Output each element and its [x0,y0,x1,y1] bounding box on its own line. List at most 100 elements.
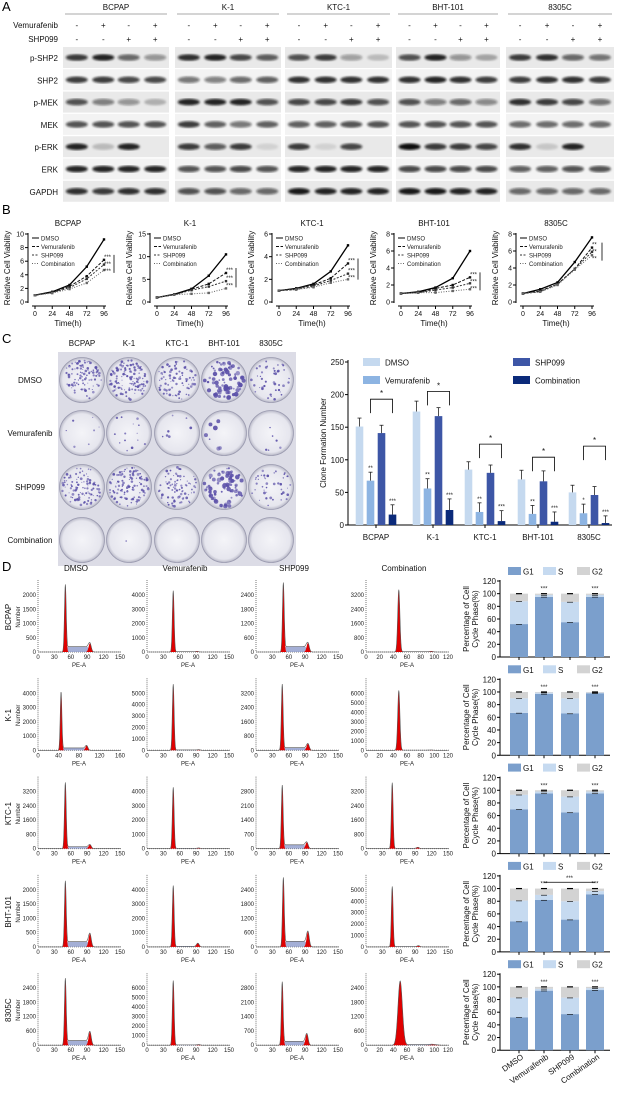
colony [216,482,220,485]
x-tick-label: KTC-1 [473,533,497,542]
colony [88,479,92,482]
colony [237,366,240,370]
western-blot-panel: BCPAP- + - +- - + +K-1- + - +- - + +KTC-1- + - +- - + +BHT… [13,3,614,202]
blot-strip [506,180,614,202]
colony [167,472,170,475]
legend-swatch [363,376,380,384]
g1-peak-area [147,980,229,1046]
colony [64,486,66,488]
significance-bracket [583,445,606,461]
colony [73,389,76,392]
x-tick-label: 0 [33,311,37,318]
colony [122,372,125,376]
y-tick-label: 1800 [23,1000,37,1006]
legend-label: DMSO [407,236,425,242]
colony [88,371,91,374]
x-tick-label: 150 [115,655,126,661]
colony [282,384,285,388]
colony [136,364,139,367]
y-tick-label: 0 [251,1043,255,1049]
colony [132,363,135,366]
panel-label-c: C [2,331,11,346]
legend-label: SHP099 [285,253,308,259]
x-tick-label: 60 [285,655,292,661]
treatment-sign: + [213,21,218,30]
x-axis-label: Time(h) [176,319,204,328]
protein-band [509,121,532,128]
x-tick-label: 100 [429,753,440,759]
colony [143,443,146,446]
colony [129,476,132,479]
colony [76,489,78,491]
colony [115,486,117,488]
colony [180,479,182,481]
colony [87,491,89,493]
x-tick-label: 48 [554,311,562,318]
protein-band [588,76,611,84]
g1-peak-area [38,782,120,849]
data-point [346,272,350,275]
protein-band [424,143,447,150]
colony [266,474,270,478]
bar-s [510,997,528,1018]
colony [176,482,178,485]
colony [90,378,93,381]
colony [225,483,230,488]
colony [173,364,176,367]
y-tick-label: 100 [483,688,497,697]
colony [85,492,88,495]
colony [88,496,91,499]
colony [286,493,290,497]
colony [274,389,277,392]
legend-label: G1 [523,862,534,871]
colony [71,362,74,365]
colony [171,502,174,505]
colony [272,367,275,370]
row-cell-line-label: K-1 [4,709,13,722]
colony [208,376,212,380]
colony [76,366,79,370]
protein-band [92,98,115,106]
colony [140,365,142,368]
x-axis-label: PE-A [181,761,195,767]
y-tick-label: 3200 [241,691,255,697]
y-tick-label: 60 [487,615,496,624]
colony [85,480,89,483]
histogram-outline [38,584,120,653]
colony [161,493,163,496]
colony [131,473,135,477]
colony [81,379,84,382]
colony [65,371,68,375]
colony [88,379,91,381]
x-tick-label: 30 [51,852,58,858]
y-tick-label: 0 [361,650,365,656]
colony [261,485,264,488]
y-tick-label: 0 [142,1043,146,1049]
x-axis-label: PE-A [181,1056,195,1062]
colony [221,483,227,489]
well-outline [248,357,294,403]
y-tick-label: 3200 [23,790,37,796]
protein-band [256,54,279,61]
protein-band [204,188,227,195]
colony [126,486,129,489]
colony [90,499,93,501]
colony [98,426,100,428]
g1-peak-area [366,981,448,1046]
colony [158,386,161,389]
blot-strip [175,180,281,202]
histogram-outline [366,589,448,653]
treatment-sign: - [214,35,217,44]
colony [70,496,72,498]
colony [181,371,184,375]
blot-background [506,158,614,180]
x-tick-label: 20 [376,1048,383,1054]
x-tick-label: 40 [55,753,62,759]
colony [189,483,191,485]
colony [139,476,141,479]
x-tick-label: 80 [417,753,424,759]
colony [179,492,183,496]
significance-stars: ** [530,499,535,505]
